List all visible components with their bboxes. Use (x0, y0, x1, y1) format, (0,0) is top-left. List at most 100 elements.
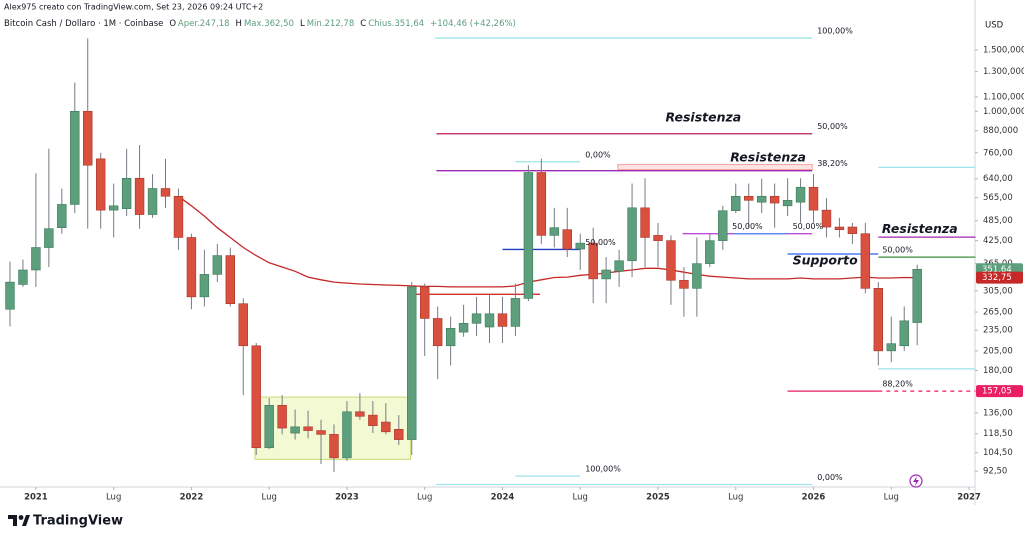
y-tick-label: 92,50 (983, 467, 1007, 477)
candle-body (536, 172, 547, 236)
y-tick-label: 104,50 (983, 448, 1013, 458)
x-tick-label: 2023 (335, 493, 359, 503)
y-tick-label: 118,50 (983, 429, 1013, 439)
y-tick-label: 1.000,000 (983, 107, 1024, 117)
ma-line (178, 195, 918, 288)
candle-body (18, 269, 28, 285)
legend-item: Aper.247,18 (178, 19, 230, 29)
candle-body (756, 195, 767, 203)
lightning-icon (909, 474, 923, 488)
candle-body (407, 286, 417, 440)
level-label: 0,00% (585, 150, 611, 159)
candle-body (795, 186, 806, 203)
x-tick-label: Lug (417, 493, 432, 503)
candle-body (329, 434, 339, 459)
candle-body (445, 327, 456, 347)
y-tick-label: 180,00 (983, 366, 1013, 376)
level-label: 50,00% (882, 246, 913, 255)
candle-body (95, 158, 106, 211)
candle-body (808, 186, 819, 211)
x-tick-label: 2027 (957, 493, 981, 503)
y-tick-label: 265,00 (983, 308, 1013, 318)
candle-body (731, 195, 741, 212)
x-tick-label: Lug (106, 493, 121, 503)
candle-body (705, 240, 715, 264)
candle-body (821, 209, 832, 228)
candle-body (368, 414, 378, 426)
annotation: Resistenza (882, 221, 958, 236)
y-tick-label: 485,00 (983, 216, 1013, 226)
candle-body (44, 228, 54, 248)
x-tick-label: Lug (261, 493, 276, 503)
annotation: Resistenza (730, 150, 806, 165)
candle-body (160, 188, 171, 197)
legend-item: Chius.351,64 (368, 19, 424, 29)
candle-body (510, 298, 521, 327)
candle-body (782, 199, 793, 207)
brand-name: TradingView (33, 514, 123, 529)
candle-body (394, 429, 404, 440)
level-label: 50,00% (732, 222, 763, 231)
candle-body (640, 207, 650, 238)
brand-logo (8, 515, 30, 526)
candle-body (186, 237, 197, 298)
candle-body (666, 240, 676, 281)
legend-item: +104,46 (+42,26%) (430, 19, 516, 29)
price-badge (976, 385, 1023, 398)
x-tick-label: 2022 (180, 493, 204, 503)
candle-body (562, 229, 572, 250)
level-label: 38,20% (817, 159, 848, 168)
candle-body (264, 405, 274, 449)
candle-body (303, 426, 313, 431)
candles (5, 38, 922, 472)
ma-badge-label: 332,75 (982, 273, 1012, 283)
x-tick-label: Lug (884, 493, 899, 503)
candle-body (199, 274, 210, 298)
y-tick-label: 205,00 (983, 346, 1013, 356)
candle-body (692, 263, 702, 289)
level-label: 100,00% (817, 27, 853, 36)
candle-body (847, 226, 858, 234)
annotation: Resistenza (665, 110, 741, 125)
y-tick-label: 235,00 (983, 326, 1013, 336)
candle-body (860, 233, 871, 289)
candle-body (744, 195, 754, 201)
candle-body (5, 281, 15, 310)
candle-body (355, 411, 365, 417)
candle-body (886, 343, 896, 352)
candle-body (588, 242, 598, 280)
annotation: Supporto (793, 253, 859, 268)
candle-body (147, 188, 158, 215)
candle-body (108, 205, 119, 211)
candle-body (83, 110, 93, 166)
candle-body (601, 269, 611, 280)
level-label: 50,00% (793, 222, 824, 231)
level-label: 50,00% (817, 122, 848, 131)
candle-body (653, 235, 663, 241)
symbol-legend: Bitcoin Cash / Dollaro · 1M · Coinbase O A… (4, 19, 516, 29)
y-tick-label: 1.300,000 (983, 67, 1024, 77)
legend-item: L (300, 19, 305, 29)
candle-body (912, 268, 922, 323)
y-tick-label: 565,00 (983, 193, 1013, 203)
level-label: 100,00% (585, 465, 621, 474)
candle-body (484, 313, 495, 328)
price-badge-label: 157,05 (982, 387, 1012, 397)
legend-item: O (169, 19, 176, 29)
candle-body (873, 288, 884, 352)
candle-body (70, 110, 80, 205)
y-tick-label: 880,000 (983, 126, 1018, 136)
legend-item: H (236, 19, 242, 29)
candle-body (627, 207, 637, 262)
candle-body (834, 226, 845, 230)
ma-badge (976, 271, 1023, 284)
candle-body (173, 195, 184, 238)
candle-body (212, 255, 223, 275)
x-tick-label: 2026 (802, 493, 826, 503)
candle-body (57, 204, 67, 228)
candle-body (718, 210, 728, 241)
x-tick-label: 2025 (646, 493, 670, 503)
candle-body (277, 405, 287, 429)
